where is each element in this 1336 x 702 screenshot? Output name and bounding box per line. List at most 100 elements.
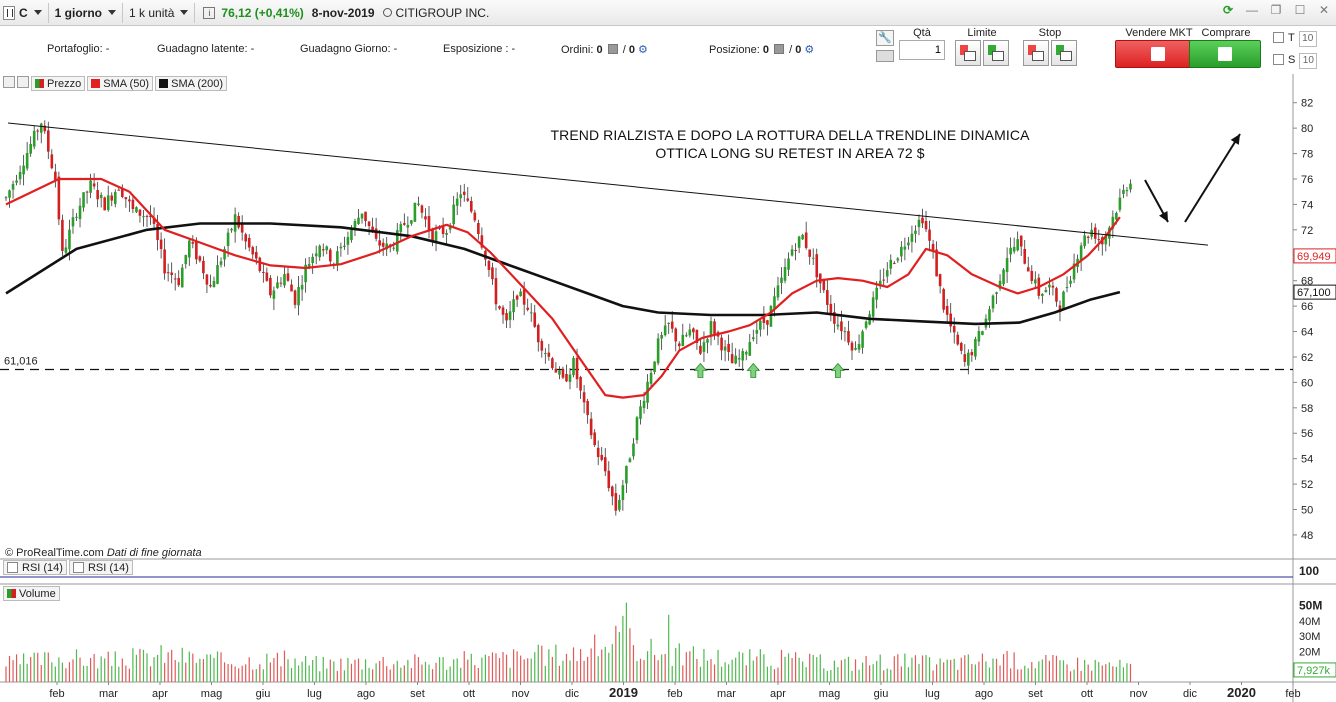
volume-bar [421,664,423,682]
gear-icon[interactable]: ⚙ [638,44,648,56]
cancel-orders-icon[interactable] [607,44,618,54]
limit-buy-button[interactable] [983,40,1009,66]
legend-rsi-2[interactable]: RSI (14) [68,560,133,575]
candle-body [512,299,515,313]
volume-bar [315,656,317,682]
restore-icon[interactable]: ❐ [1270,3,1282,17]
candle-body [801,234,804,240]
rsi-1-checkbox[interactable] [7,562,18,573]
legend-sma200[interactable]: SMA (200) [155,76,228,91]
candle-body [32,130,36,147]
take-profit-checkbox[interactable] [1273,32,1284,43]
keyboard-icon[interactable] [876,50,894,62]
market-status-icon [382,8,392,17]
chart-area[interactable]: 48505254565860626466687072747678808261,0… [0,74,1336,702]
volume-bar [668,614,670,682]
candle-body [1051,285,1055,288]
limit-sell-button[interactable] [955,40,981,66]
candle-body [515,295,519,300]
take-profit-percent[interactable]: 10 [1298,31,1317,47]
candle-body [826,290,829,305]
close-icon[interactable]: ✕ [1318,3,1330,17]
refresh-icon[interactable]: ⟳ [1222,3,1234,17]
sma50-last-value-box [1293,248,1336,264]
minimize-icon[interactable]: — [1246,3,1258,17]
buy-market-button[interactable] [1189,40,1261,68]
candle-body [406,224,410,228]
candle-body [399,224,403,233]
volume-bar [167,652,169,682]
x-tick-label: mar [717,688,736,700]
candle-body [607,470,611,489]
volume-bar [308,665,310,682]
candle-body [508,311,512,320]
volume-bar [414,654,416,682]
legend-price[interactable]: Prezzo [31,76,86,91]
volume-bar [629,628,631,682]
stop-loss-checkbox[interactable] [1273,54,1284,65]
maximize-icon[interactable]: ☐ [1294,3,1306,17]
volume-bar [1048,660,1050,682]
stop-sell-button[interactable] [1023,40,1049,66]
quantity-label: Qtà [913,27,931,39]
candle-body [251,247,255,255]
volume-bar [780,649,783,682]
volume-bar [576,661,578,682]
symbol-selector[interactable]: C [0,2,49,23]
candle-body [766,320,769,325]
price-chart[interactable]: 48505254565860626466687072747678808261,0… [0,74,1336,702]
arrow-head [1230,134,1240,145]
close-position-icon[interactable] [774,44,785,54]
volume-bar [428,664,430,682]
volume-bar [735,657,737,682]
candle-body [889,259,893,269]
volume-bar [287,659,289,682]
volume-bar [491,652,494,682]
volume-bar [350,663,353,682]
chart-legend: Prezzo SMA (50) SMA (200) [3,76,229,91]
candle-body [22,165,25,175]
y-tick-label: 56 [1301,428,1313,440]
quantity-input[interactable] [899,40,945,60]
legend-rsi-1[interactable]: RSI (14) [3,560,67,575]
volume-bar [967,654,969,682]
volume-bar [978,661,980,682]
gear-icon[interactable]: ⚙ [804,44,815,56]
volume-bar [61,662,63,682]
candle-body [723,346,727,351]
info-icon[interactable]: i [203,6,216,19]
timeframe-selector[interactable]: 1 giorno [49,2,124,23]
wrench-icon[interactable]: 🔧 [876,30,894,46]
volume-bar [527,658,529,682]
volume-bar [118,666,120,682]
units-selector[interactable]: 1 k unità [123,2,196,23]
volume-bar [717,649,719,682]
x-tick-label: nov [512,688,530,700]
candle-body [99,194,103,199]
volume-bar [322,656,324,682]
volume-bar [382,657,384,682]
y-tick-label: 64 [1301,327,1313,339]
volume-bar [534,652,536,682]
candle-body [945,305,949,315]
stop-loss-percent[interactable]: 10 [1299,53,1318,69]
x-tick-label: mag [201,688,222,700]
rsi-2-checkbox[interactable] [72,562,84,573]
expand-icon[interactable] [17,76,29,88]
volume-bar [1119,659,1121,682]
volume-bar [1115,666,1117,682]
volume-bar [914,655,917,682]
legend-sma50[interactable]: SMA (50) [87,76,154,91]
stop-buy-button[interactable] [1051,40,1077,66]
candle-body [857,344,861,350]
candle-body [649,372,653,384]
candle-body [526,307,529,310]
volume-bar [1024,665,1026,682]
volume-bar [449,666,451,682]
candle-body [833,311,836,324]
volume-bar [477,668,479,682]
legend-volume[interactable]: Volume [3,586,60,601]
collapse-icon[interactable] [3,76,15,88]
volume-bar [907,667,909,682]
volume-bar [319,671,321,682]
